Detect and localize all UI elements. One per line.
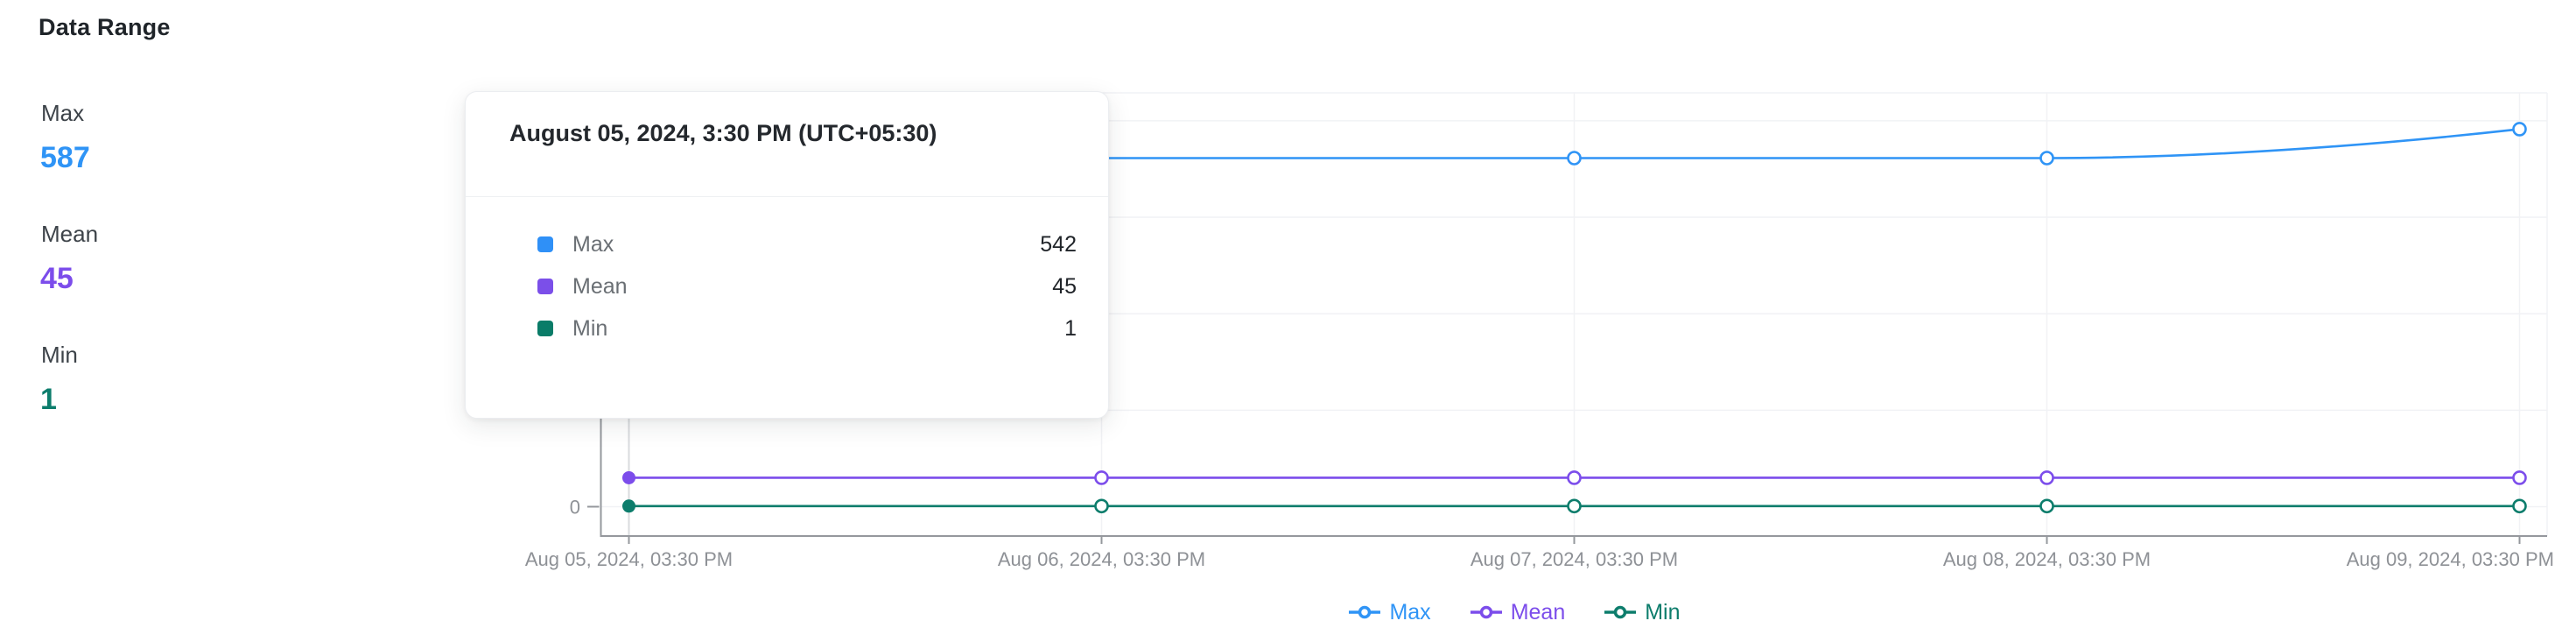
tooltip-row-label: Min [572,315,608,341]
data-point-max-3[interactable] [2039,151,2054,166]
series-line-max [628,128,2520,159]
chart-legend: Max Mean Min [600,598,2428,626]
data-point-max-2[interactable] [1567,151,1582,166]
x-axis-label-0: Aug 05, 2024, 03:30 PM [525,548,733,570]
data-point-mean-0-hovered[interactable] [622,470,635,484]
data-point-mean-2[interactable] [1567,470,1582,485]
x-axis-label-1: Aug 06, 2024, 03:30 PM [998,548,1205,570]
tooltip-row-value: 1 [1064,315,1077,341]
data-point-max-4[interactable] [2512,122,2527,137]
x-axis-label-3: Aug 08, 2024, 03:30 PM [1943,548,2151,570]
legend-label: Max [1389,599,1431,624]
tooltip-title: August 05, 2024, 3:30 PM (UTC+05:30) [466,92,1108,197]
tooltip-row-label: Max [572,231,614,257]
tooltip-row-mean: Mean 45 [537,265,1077,307]
data-point-mean-1[interactable] [1094,470,1109,485]
tooltip-row-label: Mean [572,273,628,299]
data-point-min-4[interactable] [2512,498,2527,514]
legend-line-marker-icon [1349,605,1381,619]
legend-item-min[interactable]: Min [1604,599,1681,625]
series-swatch-icon [537,321,553,336]
x-axis-label-4: Aug 09, 2024, 03:30 PM [2347,548,2554,570]
tooltip-row-min: Min 1 [537,307,1077,349]
tooltip-row-value: 542 [1040,231,1077,257]
data-point-min-2[interactable] [1567,498,1582,514]
tooltip-rows: Max 542 Mean 45 Min 1 [466,197,1108,349]
series-swatch-icon [537,279,553,294]
x-axis-label-2: Aug 07, 2024, 03:30 PM [1470,548,1678,570]
legend-label: Mean [1510,599,1566,624]
series-swatch-icon [537,236,553,252]
data-point-min-3[interactable] [2039,498,2054,514]
tooltip-row-max: Max 542 [537,223,1077,265]
data-point-mean-3[interactable] [2039,470,2054,485]
chart-tooltip: August 05, 2024, 3:30 PM (UTC+05:30) Max… [465,91,1109,419]
legend-label: Min [1645,599,1681,624]
stat-mean-label: Mean [41,221,99,247]
stat-mean-value: 45 [40,262,74,295]
legend-line-marker-icon [1470,605,1502,619]
stat-min-label: Min [41,342,78,368]
legend-item-mean[interactable]: Mean [1470,599,1566,625]
legend-item-max[interactable]: Max [1348,599,1431,625]
data-point-mean-4[interactable] [2512,470,2527,485]
data-point-min-1[interactable] [1094,498,1109,514]
tooltip-row-value: 45 [1052,273,1077,299]
stat-max-value: 587 [40,141,90,174]
data-point-min-0-hovered[interactable] [622,499,635,513]
legend-line-marker-icon [1604,605,1637,619]
stat-min-value: 1 [40,383,57,416]
y-axis-label-zero: 0 [570,497,580,519]
stat-max-label: Max [41,100,85,126]
page-title: Data Range [39,14,171,40]
